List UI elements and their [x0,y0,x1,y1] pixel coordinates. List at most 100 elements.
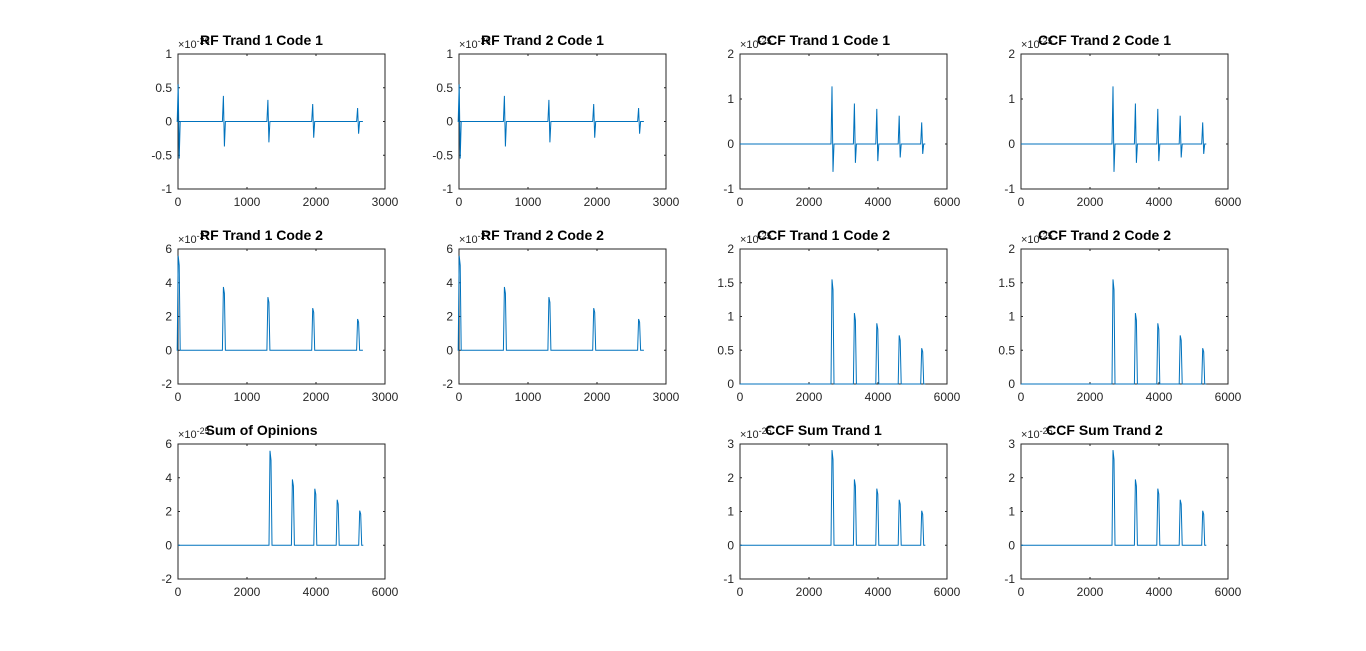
series-line [740,86,926,172]
exponent-power: -27 [478,231,491,241]
series-line [176,255,363,351]
exponent-multiplier: ×10 [1021,429,1040,441]
x-tick-label: 4000 [1146,390,1173,404]
y-tick-label: 0 [727,137,734,151]
y-tick-label: 0 [165,538,172,552]
x-tick-label: 2000 [796,195,823,209]
x-tick-label: 0 [175,390,182,404]
subplot-title: CCF Sum Trand 2 [1046,422,1163,438]
axes-frame [1020,53,1229,190]
x-tick-label: 2000 [584,390,611,404]
subplot-title: CCF Trand 2 Code 1 [1038,32,1171,48]
x-tick-label: 0 [175,195,182,209]
y-tick-label: 0 [165,115,172,129]
x-tick-label: 0 [1018,585,1025,599]
exponent-power: -25 [759,36,772,46]
x-tick-label: 6000 [1215,195,1242,209]
x-tick-label: 6000 [1215,585,1242,599]
x-tick-label: 4000 [865,390,892,404]
y-tick-label: 3 [1008,437,1015,451]
x-tick-label: 0 [737,195,744,209]
axes-frame [1020,443,1229,580]
exponent-power: -26 [197,36,210,46]
x-tick-label: 0 [1018,390,1025,404]
axis-exponent-label: ×10-25 [1021,426,1053,441]
axes-frame [177,248,386,385]
x-tick-label: 4000 [303,585,330,599]
y-tick-label: 4 [165,471,172,485]
subplot-title: CCF Trand 1 Code 1 [757,32,890,48]
subplot-title: Sum of Opinions [206,422,318,438]
x-tick-label: 3000 [653,390,680,404]
series-line [457,84,644,159]
x-tick-label: 2000 [303,195,330,209]
y-tick-label: 2 [727,47,734,61]
axis-exponent-label: ×10-27 [459,231,491,246]
y-tick-label: 2 [1008,471,1015,485]
y-tick-label: 0 [446,115,453,129]
y-tick-label: 0.5 [998,343,1015,357]
x-tick-label: 2000 [234,585,261,599]
y-tick-label: 1 [1008,310,1015,324]
x-tick-label: 2000 [796,390,823,404]
subplot-title: CCF Sum Trand 1 [765,422,882,438]
axis-exponent-label: ×10-25 [740,426,772,441]
y-tick-label: 2 [1008,47,1015,61]
axes-frame [739,248,948,385]
y-tick-label: 2 [727,242,734,256]
y-tick-label: -0.5 [432,148,453,162]
y-tick-label: -2 [161,572,172,586]
axis-exponent-label: ×10-27 [178,231,210,246]
x-tick-label: 4000 [865,585,892,599]
y-tick-label: 2 [727,471,734,485]
exponent-power: -25 [759,231,772,241]
axis-exponent-label: ×10-25 [178,426,210,441]
subplot-title: RF Trand 1 Code 1 [200,32,323,48]
subplot-title: CCF Trand 2 Code 2 [1038,227,1171,243]
series-line [176,84,363,159]
y-tick-label: 1.5 [998,276,1015,290]
x-tick-label: 4000 [1146,585,1173,599]
y-tick-label: -2 [161,377,172,391]
exponent-power: -25 [1040,231,1053,241]
y-tick-label: 1 [727,505,734,519]
x-tick-label: 3000 [653,195,680,209]
x-tick-label: 0 [175,585,182,599]
x-tick-label: 6000 [934,585,961,599]
x-tick-label: 0 [1018,195,1025,209]
x-tick-label: 0 [456,195,463,209]
x-tick-label: 6000 [934,390,961,404]
y-tick-label: 0 [727,377,734,391]
y-tick-label: 2 [446,310,453,324]
y-tick-label: 3 [727,437,734,451]
series-line [1021,279,1207,385]
axis-exponent-label: ×10-25 [740,231,772,246]
y-tick-label: -1 [723,182,734,196]
y-tick-label: 6 [165,437,172,451]
exponent-multiplier: ×10 [740,429,759,441]
y-tick-label: 0 [1008,377,1015,391]
exponent-multiplier: ×10 [459,39,478,51]
axis-exponent-label: ×10-25 [740,36,772,51]
axis-exponent-label: ×10-25 [1021,36,1053,51]
axis-exponent-label: ×10-26 [178,36,210,51]
x-tick-label: 2000 [303,390,330,404]
axes-frame [739,443,948,580]
y-tick-label: 2 [1008,242,1015,256]
x-tick-label: 6000 [1215,390,1242,404]
x-tick-label: 1000 [515,195,542,209]
x-tick-label: 1000 [515,390,542,404]
exponent-power: -25 [759,426,772,436]
x-tick-label: 3000 [372,390,399,404]
y-tick-label: 0.5 [717,343,734,357]
axes-frame [1020,248,1229,385]
y-tick-label: 6 [165,242,172,256]
y-tick-label: 0 [446,343,453,357]
y-tick-label: -1 [1004,572,1015,586]
y-tick-label: 0.5 [155,81,172,95]
